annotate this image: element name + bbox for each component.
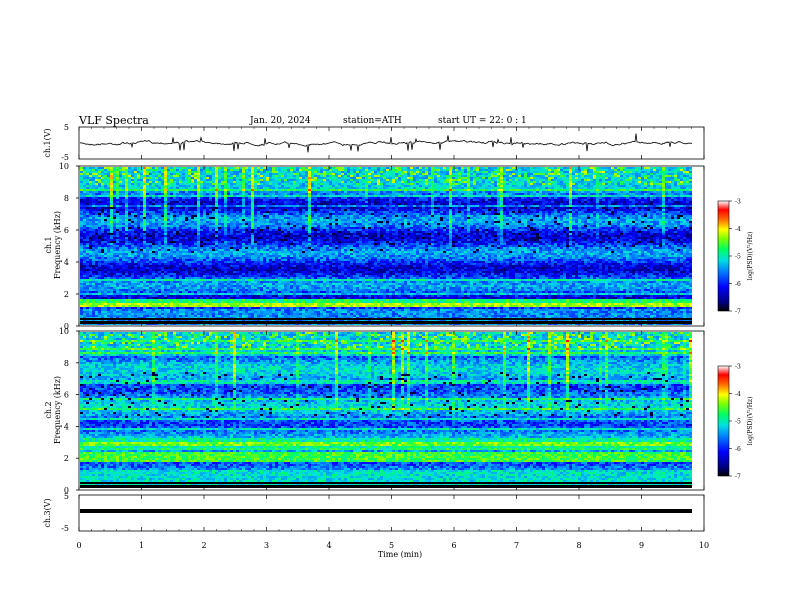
ch1-spec-ytick-label: 4 bbox=[64, 258, 69, 267]
ch1-spec-ylabel-line2: Frequency (kHz) bbox=[53, 211, 62, 279]
x-tick-label: 8 bbox=[576, 541, 581, 550]
ch1-waveform-trace bbox=[80, 134, 692, 153]
x-tick-label: 9 bbox=[639, 541, 644, 550]
ch3-ytick-top: 5 bbox=[64, 492, 69, 501]
ch2-colorbar-gradient bbox=[718, 366, 729, 476]
x-tick-label: 1 bbox=[139, 541, 144, 550]
x-tick-label: 2 bbox=[201, 541, 206, 550]
ch1-colorbar-tick-label: -3 bbox=[735, 199, 741, 206]
ch2-colorbar-tick-label: -6 bbox=[735, 446, 741, 453]
ch2-spec-ylabel-line2: Frequency (kHz) bbox=[53, 376, 62, 444]
ch2-colorbar-tick-label: -7 bbox=[735, 474, 741, 481]
ch1-spectrogram-image bbox=[80, 167, 692, 325]
ch2-colorbar-label: log(PSD)(V²/Hz) bbox=[747, 397, 754, 446]
ch1-spec-ytick-label: 6 bbox=[64, 226, 69, 235]
figure-title: VLF Spectra bbox=[78, 114, 149, 127]
start-time-label: start UT = 22: 0 : 1 bbox=[438, 116, 527, 126]
station-label: station=ATH bbox=[343, 116, 402, 126]
ch1-colorbar-tick-label: -5 bbox=[735, 254, 741, 261]
ch3-waveform-panel: 5 -5 ch.3(V) bbox=[43, 492, 704, 533]
ch1-spec-ytick-label: 8 bbox=[64, 194, 69, 203]
ch1-spec-ytick-label: 2 bbox=[64, 290, 69, 299]
ch2-colorbar-tick-label: -3 bbox=[735, 364, 741, 371]
ch1-waveform-panel: 5 -5 ch.1(V) bbox=[43, 123, 704, 162]
ch2-colorbar: -3 -4 -5 -6 -7 log(PSD)(V²/Hz) bbox=[718, 364, 754, 481]
ch1-colorbar-tick-label: -4 bbox=[735, 226, 741, 233]
ch3-waveform-trace bbox=[80, 509, 692, 513]
ch2-spec-ylabel-line1: ch.2 bbox=[44, 401, 53, 418]
ch2-spec-ytick-label: 2 bbox=[64, 454, 69, 463]
ch3-ylabel: ch.3(V) bbox=[43, 498, 52, 527]
x-tick-label: 7 bbox=[514, 541, 519, 550]
ch1-spec-ytick-label: 10 bbox=[59, 162, 69, 171]
ch2-colorbar-tick-label: -5 bbox=[735, 419, 741, 426]
x-tick-label: 6 bbox=[451, 541, 456, 550]
x-tick-label: 4 bbox=[326, 541, 331, 550]
ch2-colorbar-tick-label: -4 bbox=[735, 391, 741, 398]
ch1-colorbar-tick-label: -6 bbox=[735, 281, 741, 288]
x-tick-label: 0 bbox=[76, 541, 81, 550]
date-label: Jan. 20, 2024 bbox=[249, 116, 311, 126]
x-tick-label: 10 bbox=[699, 541, 709, 550]
ch2-spec-ytick-label: 4 bbox=[64, 422, 69, 431]
ch1-spec-ylabel-line1: ch.1 bbox=[44, 236, 53, 253]
ch2-spec-ytick-label: 8 bbox=[64, 359, 69, 368]
ch1-colorbar-tick-label: -7 bbox=[735, 309, 741, 316]
ch2-spec-ytick-label: 6 bbox=[64, 391, 69, 400]
ch1-ylabel: ch.1(V) bbox=[43, 128, 52, 157]
ch1-colorbar-gradient bbox=[718, 201, 729, 311]
ch1-colorbar-label: log(PSD)(V²/Hz) bbox=[747, 232, 754, 281]
x-tick-label: 5 bbox=[389, 541, 394, 550]
ch2-spectrogram-image bbox=[80, 332, 692, 488]
x-tick-label: 3 bbox=[264, 541, 269, 550]
ch3-ytick-bottom: -5 bbox=[61, 524, 69, 533]
ch1-colorbar: -3 -4 -5 -6 -7 log(PSD)(V²/Hz) bbox=[718, 199, 754, 316]
x-axis-label: Time (min) bbox=[378, 550, 422, 559]
ch1-ytick-top: 5 bbox=[64, 123, 69, 132]
ch1-ytick-bottom: -5 bbox=[61, 153, 69, 162]
ch2-spec-ytick-label: 10 bbox=[59, 327, 69, 336]
